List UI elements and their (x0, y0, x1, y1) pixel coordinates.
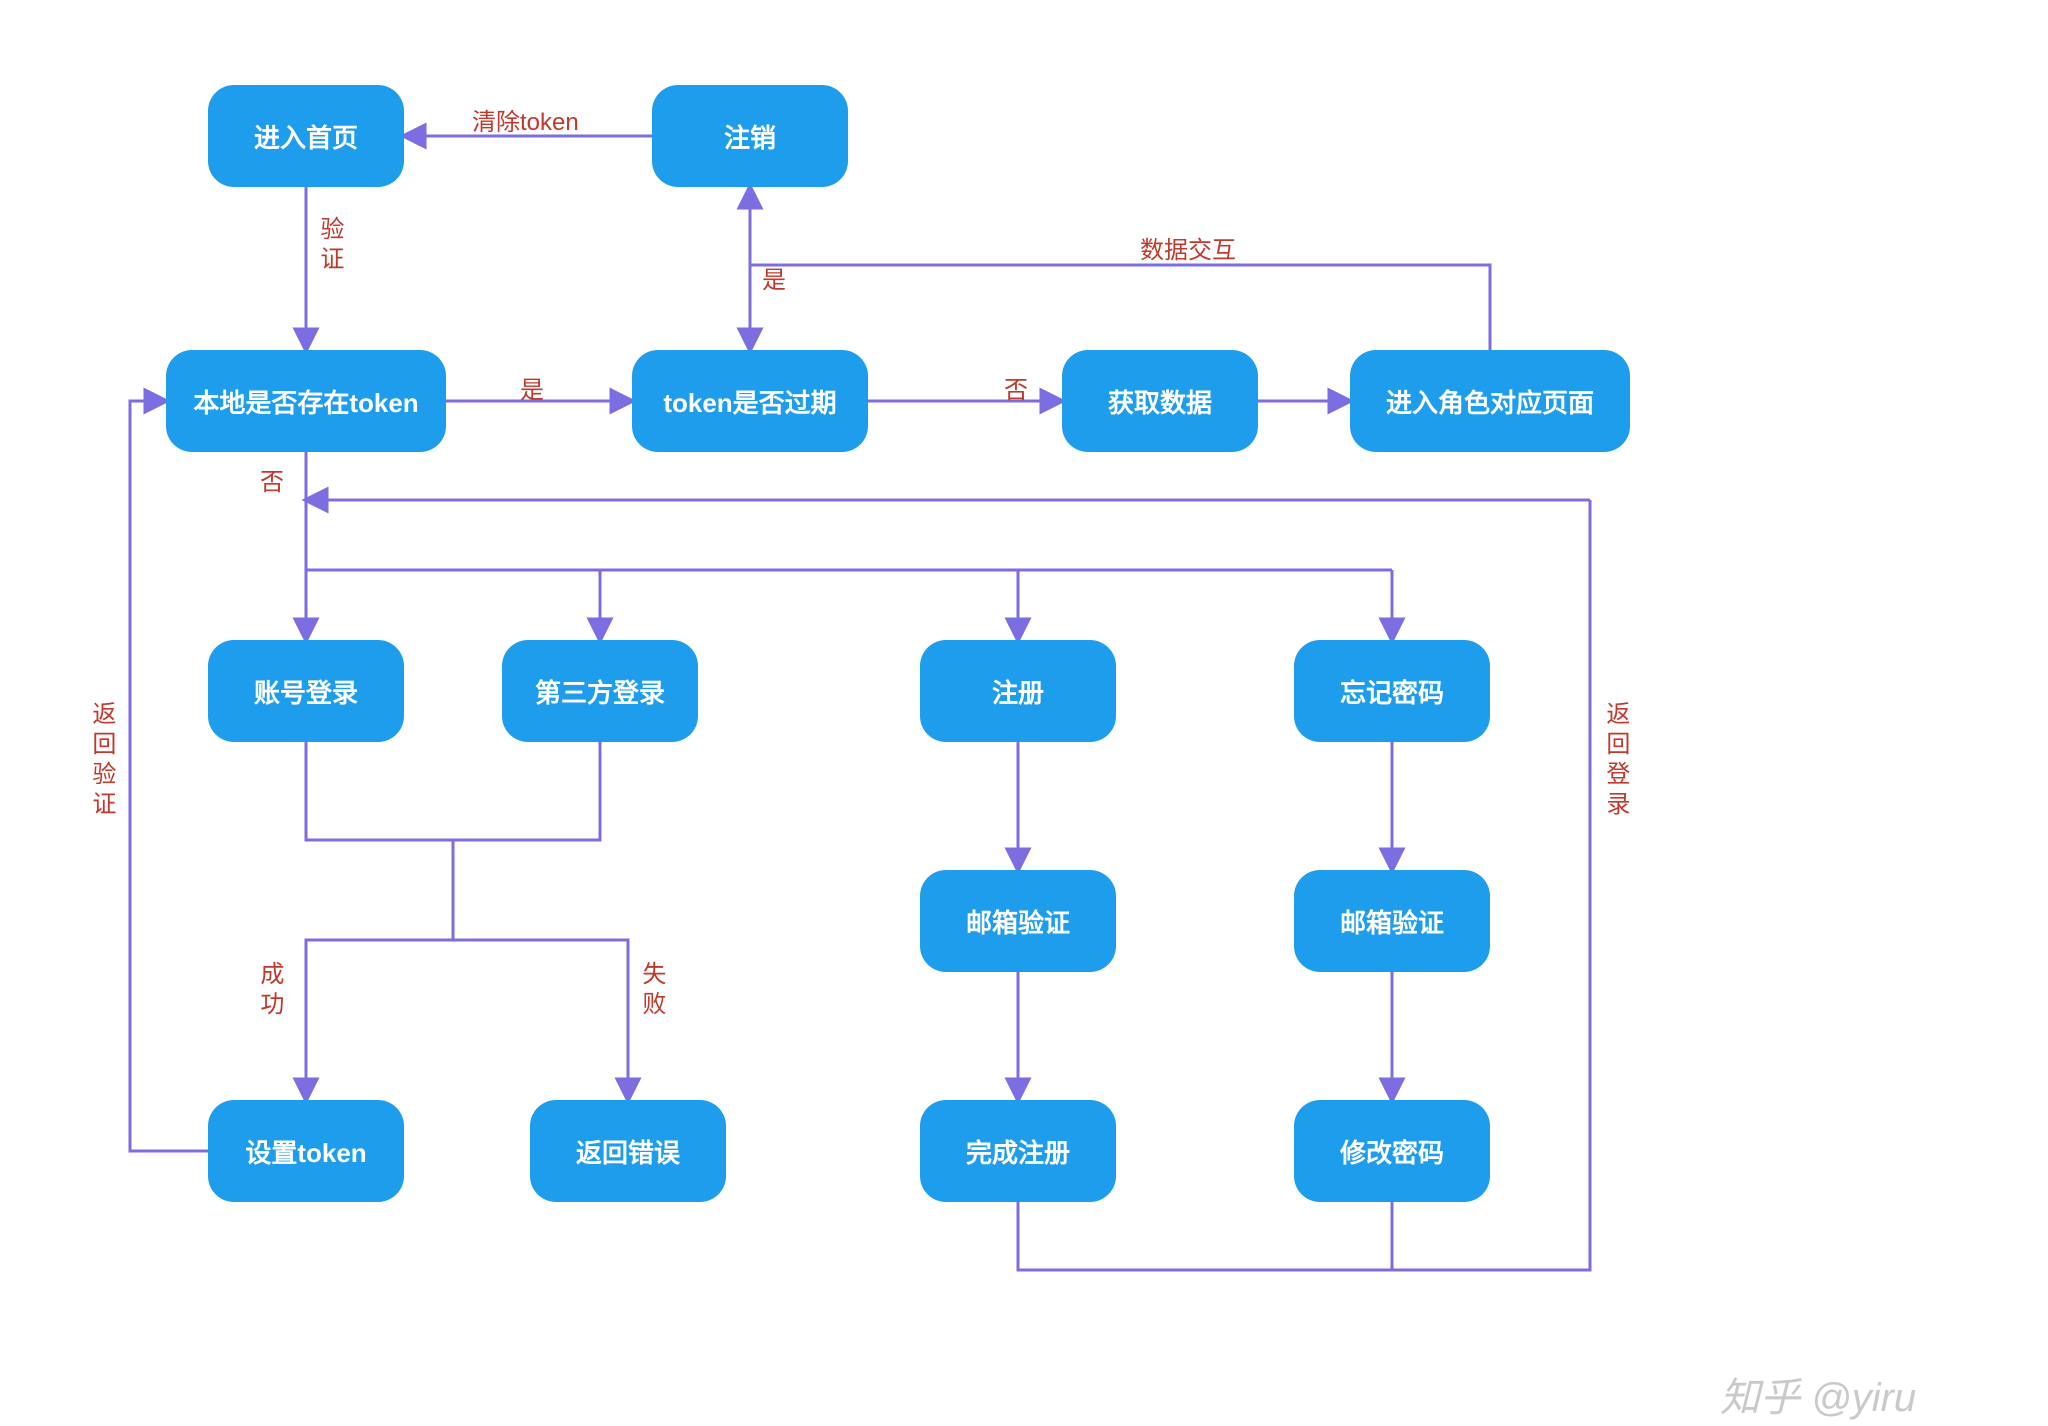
node-tokenExpired: token是否过期 (632, 350, 868, 452)
edge-e-split-success (306, 940, 453, 1100)
edge-e-rolePage-tokenExpired (750, 265, 1490, 350)
edge-label-e-rolePage-tokenExpired: 数据交互 (1140, 230, 1236, 265)
node-loginAccount: 账号登录 (208, 640, 404, 742)
edge-label-e-split-success: 成 功 (258, 960, 287, 1020)
node-rolePage: 进入角色对应页面 (1350, 350, 1630, 452)
edge-e-split-fail (453, 940, 628, 1100)
node-returnError: 返回错误 (530, 1100, 726, 1202)
node-finishRegister: 完成注册 (920, 1100, 1116, 1202)
node-forgot: 忘记密码 (1294, 640, 1490, 742)
edge-label-e-split-fail: 失 败 (640, 960, 669, 1020)
edge-e-account-join (306, 742, 600, 840)
node-logout: 注销 (652, 85, 848, 187)
node-fetchData: 获取数据 (1062, 350, 1258, 452)
edge-label-e-hasToken-branches: 否 (260, 462, 284, 497)
edge-e-setToken-return (130, 401, 208, 1151)
edge-label-e-logout-home: 清除token (472, 102, 579, 137)
node-emailVerify1: 邮箱验证 (920, 870, 1116, 972)
edge-label-e-finish-returnLogin: 返 回 登 录 (1604, 700, 1633, 820)
node-changePwd: 修改密码 (1294, 1100, 1490, 1202)
node-hasToken: 本地是否存在token (166, 350, 446, 452)
edge-label-e-setToken-return: 返 回 验 证 (90, 700, 119, 820)
edge-e-hasToken-branches (306, 452, 1392, 570)
edge-label-e-home-hasToken: 验 证 (318, 215, 347, 275)
watermark: 知乎 @yiru (1720, 1365, 1916, 1423)
edge-label-e-tokenExpired-logout: 是 (762, 260, 786, 295)
node-emailVerify2: 邮箱验证 (1294, 870, 1490, 972)
flowchart-canvas: 进入首页 注销本地是否存在token token是否过期 获取数据进入角色对应页面账号… (0, 0, 2048, 1426)
edge-label-e-hasToken-tokenExpired: 是 (520, 370, 544, 405)
node-loginThird: 第三方登录 (502, 640, 698, 742)
node-register: 注册 (920, 640, 1116, 742)
edge-label-e-tokenExpired-fetchData: 否 (1004, 370, 1028, 405)
node-home: 进入首页 (208, 85, 404, 187)
node-setToken: 设置token (208, 1100, 404, 1202)
